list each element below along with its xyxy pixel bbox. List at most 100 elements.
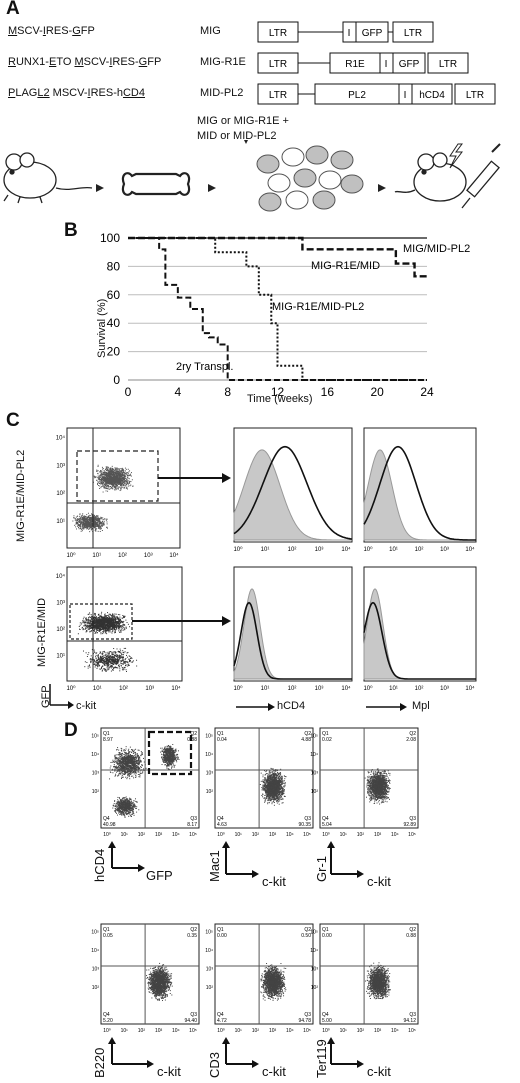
event-dot: [100, 487, 102, 489]
event-dot: [110, 765, 112, 767]
construct-diagram-mid-pl2: LTR PL2 I hCD4 LTR: [257, 83, 496, 105]
event-dot: [113, 763, 115, 765]
construct-name-mig: MIG: [200, 25, 221, 37]
event-dot: [106, 468, 108, 470]
seg-ires: I: [404, 90, 407, 101]
event-dot: [130, 475, 132, 477]
seg-pl2: PL2: [348, 90, 366, 101]
event-dot: [113, 766, 115, 768]
event-dot: [125, 748, 127, 750]
event-dot: [101, 481, 103, 483]
event-dot: [117, 483, 119, 485]
event-dot: [120, 777, 122, 779]
event-dot: [132, 752, 134, 754]
event-dot: [137, 770, 139, 772]
event-dot: [126, 776, 128, 778]
event-dot: [109, 469, 111, 471]
workflow-illustration: [3, 140, 501, 212]
event-dot: [120, 483, 122, 485]
event-dot: [112, 772, 114, 774]
event-dot: [114, 487, 116, 489]
event-dot: [108, 478, 110, 480]
event-dot: [123, 479, 125, 481]
event-dot: [116, 771, 118, 773]
event-dot: [121, 485, 123, 487]
event-dot: [101, 466, 103, 468]
event-dot: [102, 485, 104, 487]
event-dot: [105, 479, 107, 481]
event-dot: [124, 473, 126, 475]
event-dot: [121, 486, 123, 488]
event-dot: [121, 483, 123, 485]
event-dot: [123, 479, 125, 481]
event-dot: [121, 467, 123, 469]
event-dot: [108, 485, 110, 487]
panel-letter-b: B: [64, 220, 78, 241]
event-dot: [117, 483, 119, 485]
panel-letter-c: C: [6, 410, 20, 431]
event-dot: [124, 470, 126, 472]
construct-diagram-mig-r1e: LTR R1E I GFP LTR: [257, 52, 469, 74]
event-dot: [100, 483, 102, 485]
event-dot: [105, 473, 107, 475]
annotation-mig-r1e-mid-pl2: MIG-R1E/MID-PL2: [272, 301, 364, 313]
event-dot: [116, 484, 118, 486]
event-dot: [119, 752, 121, 754]
event-dot: [109, 778, 111, 780]
event-dot: [139, 773, 141, 775]
event-dot: [103, 481, 105, 483]
event-dot: [99, 477, 101, 479]
construct-desc-mid-pl2: PLAGL2 MSCV-IRES-hCD4: [8, 87, 145, 99]
workflow-text-line1: MIG or MIG-R1E +: [197, 115, 289, 127]
seg-ltr: LTR: [439, 59, 457, 70]
event-dot: [138, 749, 140, 751]
event-dot: [121, 478, 123, 480]
event-dot: [106, 468, 108, 470]
event-dot: [123, 482, 125, 484]
seg-gfp: GFP: [399, 59, 420, 70]
lightning-icon: [449, 143, 463, 169]
panel-letter-a: A: [6, 0, 20, 19]
event-dot: [119, 758, 121, 760]
event-dot: [119, 477, 121, 479]
event-dot: [122, 469, 124, 471]
event-dot: [122, 470, 124, 472]
event-dot: [120, 470, 122, 472]
event-dot: [118, 470, 120, 472]
arrow-right-icon: [378, 184, 386, 192]
x-tick-label: 12: [271, 385, 285, 399]
event-dot: [145, 767, 147, 769]
event-dot: [120, 468, 122, 470]
series-line-2ry-transpl-: [128, 237, 427, 381]
event-dot: [123, 750, 125, 752]
event-dot: [119, 478, 121, 480]
arrow-down-icon: [244, 140, 248, 144]
event-dot: [97, 478, 99, 480]
event-dot: [110, 480, 112, 482]
event-dot: [101, 479, 103, 481]
event-dot: [118, 470, 120, 472]
event-dot: [142, 753, 144, 755]
event-dot: [117, 775, 119, 777]
event-dot: [127, 485, 129, 487]
x-tick-label: 0: [125, 385, 132, 399]
event-dot: [129, 485, 131, 487]
event-dot: [137, 773, 139, 775]
event-dot: [131, 479, 133, 481]
event-dot: [103, 479, 105, 481]
event-dot: [138, 771, 140, 773]
cells-cluster: [256, 145, 364, 212]
event-dot: [121, 478, 123, 480]
event-dot: [109, 767, 111, 769]
event-dot: [122, 479, 124, 481]
event-dot: [142, 772, 144, 774]
event-dot: [118, 752, 120, 754]
y-tick-label: 60: [107, 288, 121, 302]
event-dot: [115, 482, 117, 484]
event-dot: [102, 480, 104, 482]
event-dot: [120, 477, 122, 479]
event-dot: [126, 472, 128, 474]
event-dot: [119, 483, 121, 485]
seg-ltr: LTR: [269, 28, 287, 39]
event-dot: [106, 471, 108, 473]
